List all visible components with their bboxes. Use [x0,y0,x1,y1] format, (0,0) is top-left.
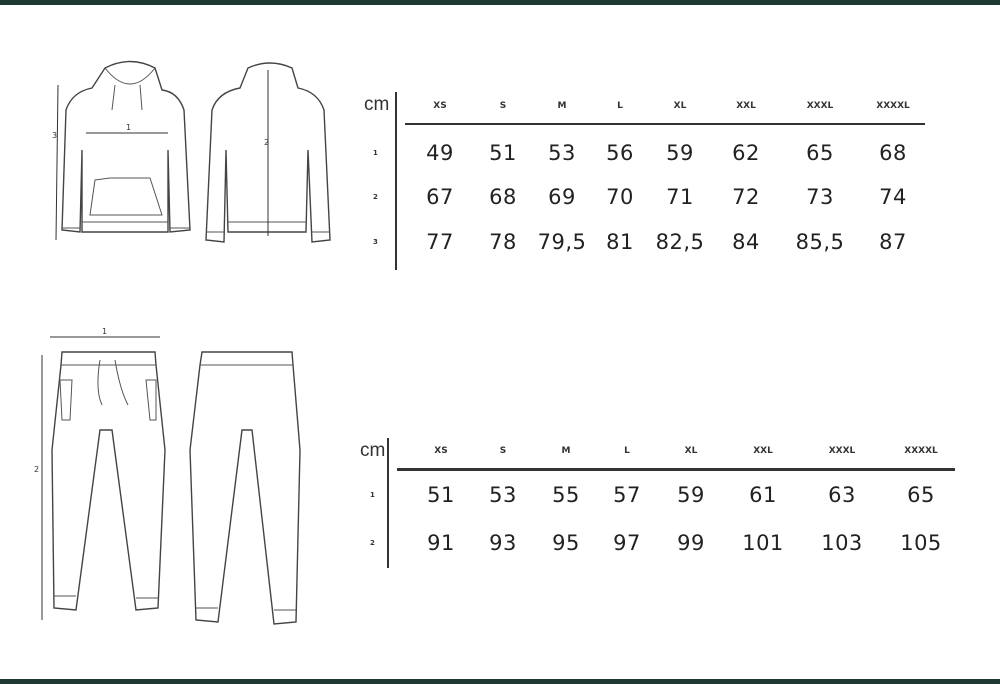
table-cell: 70 [606,185,634,209]
size-header-xxxxl: XXXXL [904,446,938,456]
hoodie-dim-3-label: 3 [52,131,57,140]
top-frame-bar [0,0,1000,5]
table-cell: 68 [879,141,907,165]
table-cell: 79,5 [537,230,587,254]
size-header-xs: XS [433,101,447,111]
table-cell: 49 [426,141,454,165]
table-cell: 63 [828,483,856,507]
table-cell: 51 [427,483,455,507]
table-cell: 73 [806,185,834,209]
row-label: 2 [370,539,375,547]
table-cell: 81 [606,230,634,254]
table-vertical-divider [387,438,389,568]
table-cell: 99 [677,531,705,555]
table-cell: 69 [548,185,576,209]
row-label: 3 [373,238,378,246]
size-header-l: L [624,446,630,456]
size-header-xl: XL [684,446,698,456]
size-header-m: M [557,101,567,111]
table-cell: 59 [677,483,705,507]
size-header-xl: XL [673,101,687,111]
size-header-m: M [561,446,571,456]
table-cell: 95 [552,531,580,555]
table-cell: 65 [806,141,834,165]
table-cell: 97 [613,531,641,555]
row-label: 2 [373,193,378,201]
table-cell: 57 [613,483,641,507]
pants-back-illustration [189,351,301,625]
table-cell: 59 [666,141,694,165]
unit-label: cm [364,94,390,115]
table-cell: 84 [732,230,760,254]
size-header-s: S [499,446,507,456]
table-cell: 101 [742,531,784,555]
size-header-s: S [499,101,507,111]
row-label: 1 [370,491,375,499]
table-cell: 72 [732,185,760,209]
hoodie-dim-2-label: 2 [264,138,269,147]
table-cell: 91 [427,531,455,555]
bottom-frame-bar [0,679,1000,684]
table-vertical-divider [395,92,397,270]
table-cell: 56 [606,141,634,165]
table-cell: 53 [548,141,576,165]
size-header-xxxl: XXXL [806,101,834,111]
table-cell: 105 [900,531,942,555]
size-header-xs: XS [434,446,448,456]
pants-dim-2-label: 2 [34,465,39,474]
table-cell: 93 [489,531,517,555]
table-cell: 55 [552,483,580,507]
size-header-xxxxl: XXXXL [876,101,910,111]
table-cell: 85,5 [795,230,845,254]
hoodie-front-illustration: 1 3 [52,60,191,241]
row-label: 1 [373,149,378,157]
table-cell: 67 [426,185,454,209]
table-cell: 68 [489,185,517,209]
table-cell: 65 [907,483,935,507]
table-cell: 87 [879,230,907,254]
hoodie-back-illustration: 2 [205,62,331,243]
size-header-l: L [617,101,623,111]
table-cell: 51 [489,141,517,165]
size-header-xxl: XXL [753,446,773,456]
pants-dim-1-label: 1 [102,327,107,336]
table-cell: 74 [879,185,907,209]
table-cell: 77 [426,230,454,254]
table-cell: 61 [749,483,777,507]
table-header-divider [397,468,955,471]
table-cell: 103 [821,531,863,555]
pants-front-illustration: 1 2 [34,327,166,620]
size-header-xxl: XXL [736,101,756,111]
size-header-xxxl: XXXL [828,446,856,456]
table-cell: 78 [489,230,517,254]
table-cell: 71 [666,185,694,209]
table-cell: 53 [489,483,517,507]
unit-label: cm [360,440,386,461]
table-header-divider [405,123,925,125]
hoodie-dim-1-label: 1 [126,123,131,132]
table-cell: 62 [732,141,760,165]
table-cell: 82,5 [655,230,705,254]
